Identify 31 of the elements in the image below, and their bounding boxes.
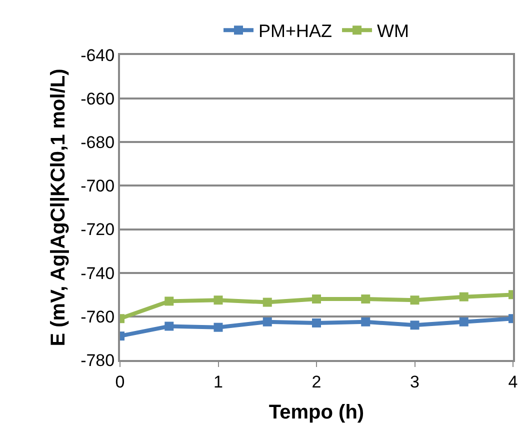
y-axis-title: E (mV, Ag|AgCl|KCl0,1 mol/L) <box>48 68 70 346</box>
point <box>312 318 321 328</box>
point <box>361 294 370 304</box>
x-tick-label: 3 <box>410 372 420 392</box>
y-tick-label: -700 <box>80 176 115 196</box>
y-tick-label: -680 <box>80 133 115 152</box>
x-tick-label: 0 <box>115 372 125 392</box>
x-tick-label: 1 <box>214 372 223 392</box>
legend-label: WM <box>377 21 409 42</box>
point <box>361 317 370 326</box>
point <box>164 322 174 331</box>
point <box>262 317 272 326</box>
y-tick-label: -640 <box>80 46 115 65</box>
point <box>262 298 272 307</box>
x-tick-label: 4 <box>508 372 518 392</box>
y-tick-label: -760 <box>80 307 115 326</box>
x-tick-label: 2 <box>312 372 322 392</box>
y-tick-label: -720 <box>80 220 115 240</box>
point <box>214 296 223 305</box>
point <box>164 296 174 306</box>
point <box>410 320 420 330</box>
point <box>410 296 420 305</box>
point <box>214 322 223 332</box>
point <box>459 292 468 302</box>
point <box>459 317 468 326</box>
y-tick-label: -740 <box>80 264 115 283</box>
point <box>312 294 321 304</box>
legend-label: PM+HAZ <box>258 21 332 42</box>
x-axis-title: Tempo (h) <box>268 401 364 424</box>
y-tick-label: -780 <box>80 350 115 370</box>
y-tick-label: -660 <box>80 90 115 109</box>
